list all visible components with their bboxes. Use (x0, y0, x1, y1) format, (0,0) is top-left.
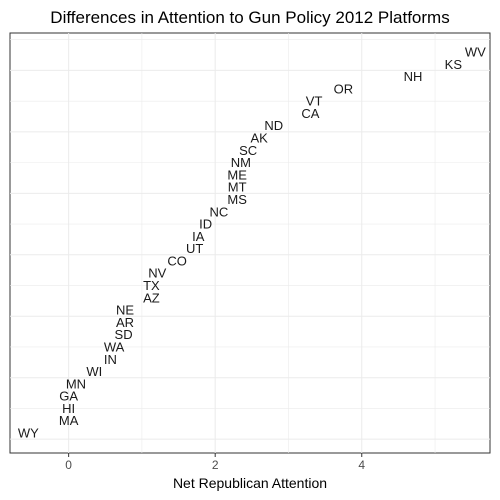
state-label-vt: VT (306, 94, 323, 109)
state-label-sd: SD (115, 327, 133, 342)
state-label-ne: NE (116, 303, 134, 318)
state-label-id: ID (199, 217, 212, 232)
x-axis-label: Net Republican Attention (173, 475, 327, 491)
state-label-ks: KS (445, 57, 463, 72)
state-label-ca: CA (301, 106, 319, 121)
state-label-nc: NC (209, 204, 228, 219)
state-label-wy: WY (18, 426, 39, 441)
state-label-sc: SC (239, 143, 257, 158)
state-label-wa: WA (104, 339, 125, 354)
state-label-me: ME (227, 167, 247, 182)
state-label-mt: MT (228, 180, 247, 195)
state-label-nm: NM (231, 155, 251, 170)
state-label-nh: NH (404, 69, 423, 84)
state-label-ms: MS (227, 192, 247, 207)
state-label-ma: MA (59, 413, 79, 428)
panel-border (9, 32, 491, 454)
state-label-ut: UT (186, 241, 203, 256)
x-tick-label: 4 (358, 458, 365, 472)
state-label-nd: ND (264, 118, 283, 133)
state-label-ia: IA (192, 229, 205, 244)
state-label-nv: NV (148, 266, 166, 281)
state-label-tx: TX (143, 278, 160, 293)
gridlines (10, 33, 490, 453)
state-label-ak: AK (250, 131, 268, 146)
state-label-az: AZ (143, 290, 160, 305)
state-label-in: IN (104, 352, 117, 367)
state-label-wv: WV (465, 45, 486, 60)
x-tick-label: 0 (65, 458, 72, 472)
state-label-wi: WI (86, 364, 102, 379)
state-label-ar: AR (116, 315, 134, 330)
state-label-hi: HI (62, 401, 75, 416)
x-axis-ticks: 0 2 4 (65, 453, 365, 472)
chart-title: Differences in Attention to Gun Policy 2… (50, 8, 450, 27)
state-label-co: CO (167, 253, 187, 268)
x-tick-label: 2 (212, 458, 219, 472)
state-label-mn: MN (66, 376, 86, 391)
state-label-ga: GA (59, 389, 78, 404)
state-label-or: OR (334, 81, 354, 96)
